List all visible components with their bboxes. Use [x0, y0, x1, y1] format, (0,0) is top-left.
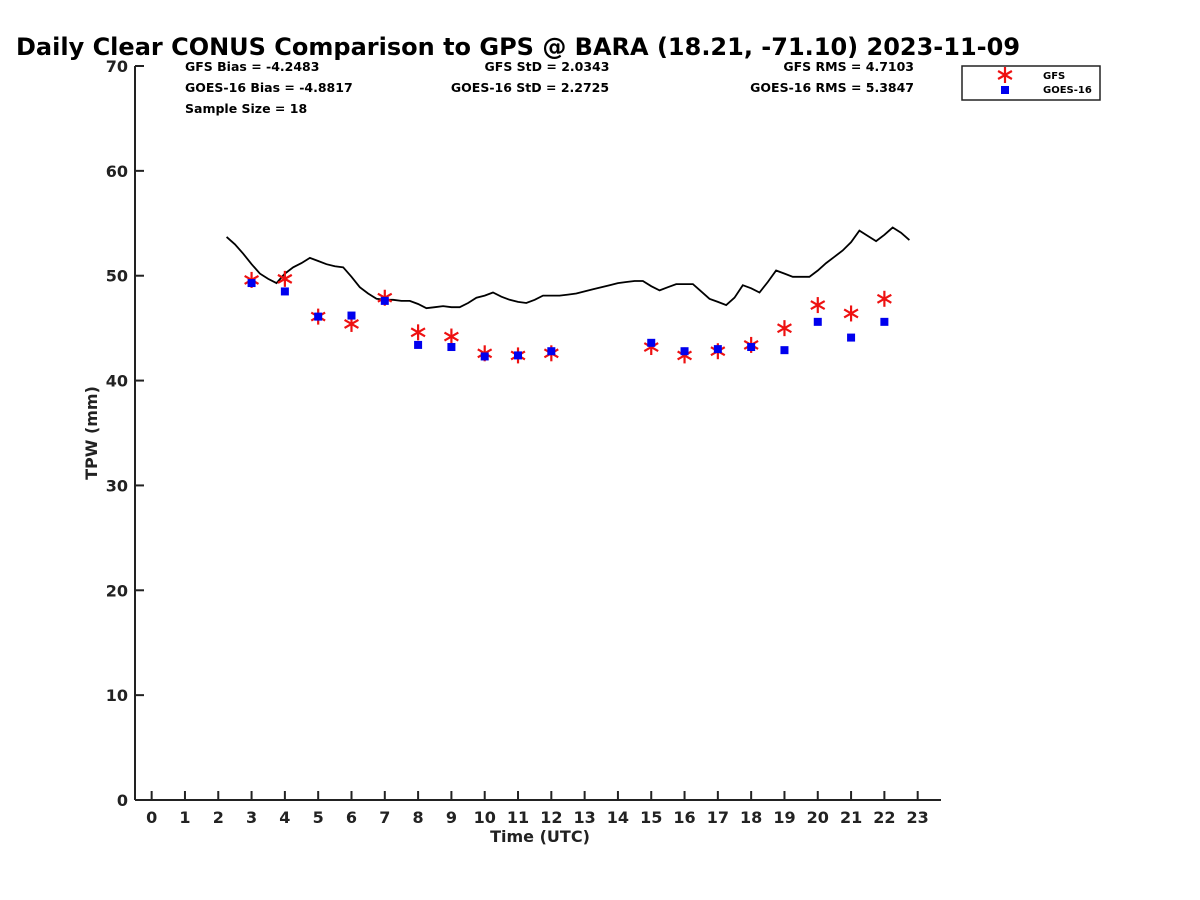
x-tick-label: 13 [573, 808, 595, 827]
gfs-point [443, 328, 459, 345]
x-tick-label: 18 [740, 808, 762, 827]
y-tick-label: 70 [106, 57, 128, 76]
y-tick-label: 20 [106, 581, 128, 600]
goes-point [747, 343, 756, 352]
gps-series-line [226, 226, 910, 310]
goes-rms-stat: GOES-16 RMS = 5.3847 [750, 80, 914, 95]
y-tick-label: 50 [106, 267, 128, 286]
x-tick-label: 19 [773, 808, 795, 827]
x-tick-label: 11 [507, 808, 529, 827]
x-tick-label: 15 [640, 808, 662, 827]
goes-point [813, 317, 822, 326]
x-tick-label: 23 [907, 808, 929, 827]
axes: 0 1 2 3 4 5 6 7 8 9 10 11 12 13 14 15 16 17 18 19 20 21 22 2301… [82, 57, 941, 846]
gfs-bias-stat: GFS Bias = -4.2483 [185, 59, 319, 74]
legend-goes-marker [1001, 86, 1009, 94]
x-tick-label: 6 [346, 808, 357, 827]
x-tick-label: 0 [146, 808, 157, 827]
chart-title: Daily Clear CONUS Comparison to GPS @ BA… [16, 33, 1020, 61]
gfs-point [876, 290, 892, 307]
x-tick-label: 8 [413, 808, 424, 827]
y-tick-label: 10 [106, 686, 128, 705]
goes-point [414, 340, 423, 349]
gfs-point [843, 305, 859, 322]
goes-point [780, 346, 789, 355]
goes-point [280, 287, 289, 296]
x-tick-label: 14 [607, 808, 629, 827]
plot-data [226, 226, 910, 364]
goes-point [847, 333, 856, 342]
goes-point [447, 343, 456, 352]
y-tick-label: 30 [106, 476, 128, 495]
goes-point [380, 296, 389, 305]
goes-point [314, 312, 323, 321]
goes-bias-stat: GOES-16 Bias = -4.8817 [185, 80, 353, 95]
x-tick-label: 7 [379, 808, 390, 827]
x-tick-label: 10 [474, 808, 496, 827]
goes-point [247, 279, 256, 288]
gfs-rms-stat: GFS RMS = 4.7103 [783, 59, 914, 74]
legend-gfs-label: GFS [1043, 71, 1065, 82]
x-tick-label: 4 [279, 808, 290, 827]
x-tick-label: 21 [840, 808, 862, 827]
x-tick-label: 20 [807, 808, 829, 827]
y-axis-label: TPW (mm) [82, 386, 101, 480]
x-tick-label: 9 [446, 808, 457, 827]
legend-gfs-asterisk [997, 67, 1013, 83]
x-tick-label: 1 [179, 808, 190, 827]
goes-point [713, 345, 722, 354]
sample-size-stat: Sample Size = 18 [185, 101, 307, 116]
x-tick-label: 16 [673, 808, 695, 827]
gfs-point [810, 297, 826, 314]
goes-std-stat: GOES-16 StD = 2.2725 [451, 80, 609, 95]
goes-point [547, 347, 556, 356]
x-axis-label: Time (UTC) [490, 827, 590, 846]
gfs-point [277, 270, 293, 287]
x-tick-label: 12 [540, 808, 562, 827]
x-tick-label: 17 [707, 808, 729, 827]
gfs-std-stat: GFS StD = 2.0343 [485, 59, 610, 74]
legend-goes-label: GOES-16 [1043, 85, 1092, 96]
goes-point [514, 351, 523, 360]
legend-gfs-marker [997, 67, 1013, 83]
x-tick-label: 5 [313, 808, 324, 827]
goes-point [480, 352, 489, 361]
legend: GFS GOES-16 [961, 65, 1101, 101]
y-tick-label: 0 [117, 791, 128, 810]
gfs-point [776, 320, 792, 337]
y-tick-label: 60 [106, 162, 128, 181]
goes-point [880, 317, 889, 326]
legend-box [961, 65, 1101, 101]
x-tick-label: 22 [873, 808, 895, 827]
goes-point [347, 311, 356, 320]
gfs-point [410, 324, 426, 341]
x-tick-label: 3 [246, 808, 257, 827]
y-tick-label: 40 [106, 372, 128, 391]
goes-point [647, 338, 656, 347]
x-tick-label: 2 [213, 808, 224, 827]
goes-point [680, 347, 689, 356]
